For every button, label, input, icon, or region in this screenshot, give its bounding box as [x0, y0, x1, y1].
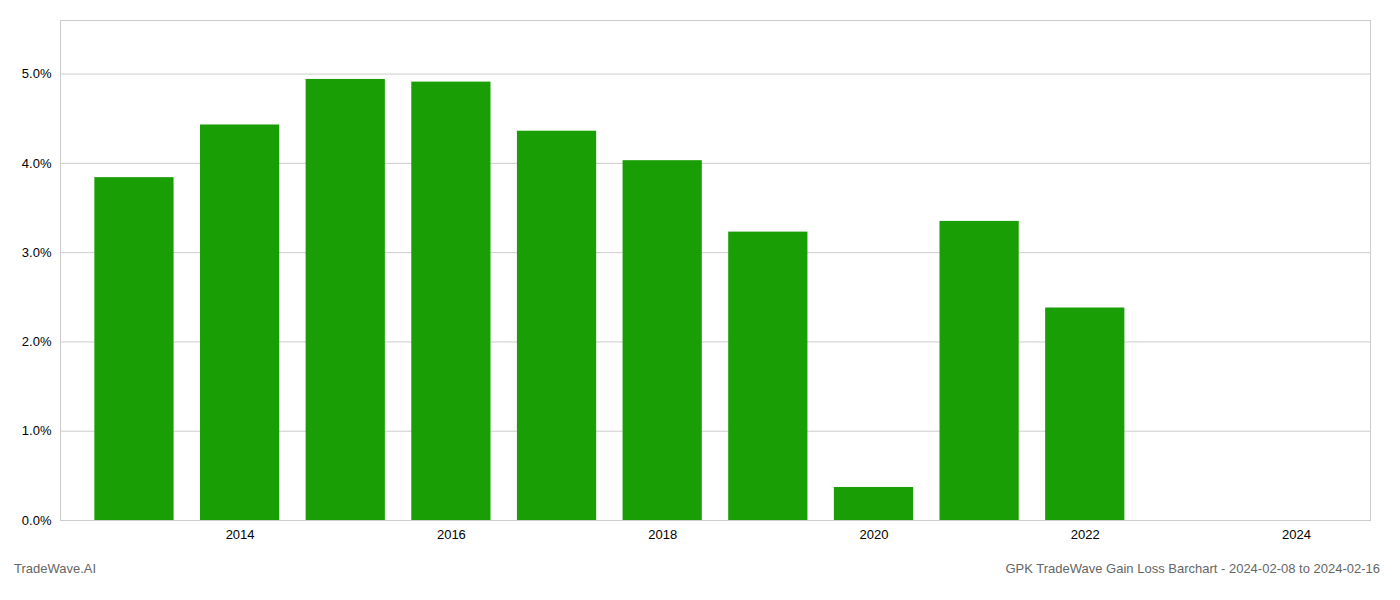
- svg-text:2014: 2014: [226, 527, 255, 542]
- svg-text:0.0%: 0.0%: [22, 513, 52, 528]
- svg-text:2022: 2022: [1071, 527, 1100, 542]
- svg-text:2.0%: 2.0%: [22, 334, 52, 349]
- svg-text:3.0%: 3.0%: [22, 245, 52, 260]
- svg-text:4.0%: 4.0%: [22, 156, 52, 171]
- svg-text:2020: 2020: [860, 527, 889, 542]
- html-text:TradeWave.AI: TradeWave.AI: [14, 561, 97, 576]
- svg-text:5.0%: 5.0%: [22, 66, 52, 81]
- svg-text:2016: 2016: [437, 527, 466, 542]
- svg-text:1.0%: 1.0%: [22, 423, 52, 438]
- svg-text:2024: 2024: [1282, 527, 1311, 542]
- html-text:GPK TradeWave Gain Loss Barcha: GPK TradeWave Gain Loss Barchart - 2024-…: [1005, 561, 1380, 576]
- svg-text:2018: 2018: [648, 527, 677, 542]
